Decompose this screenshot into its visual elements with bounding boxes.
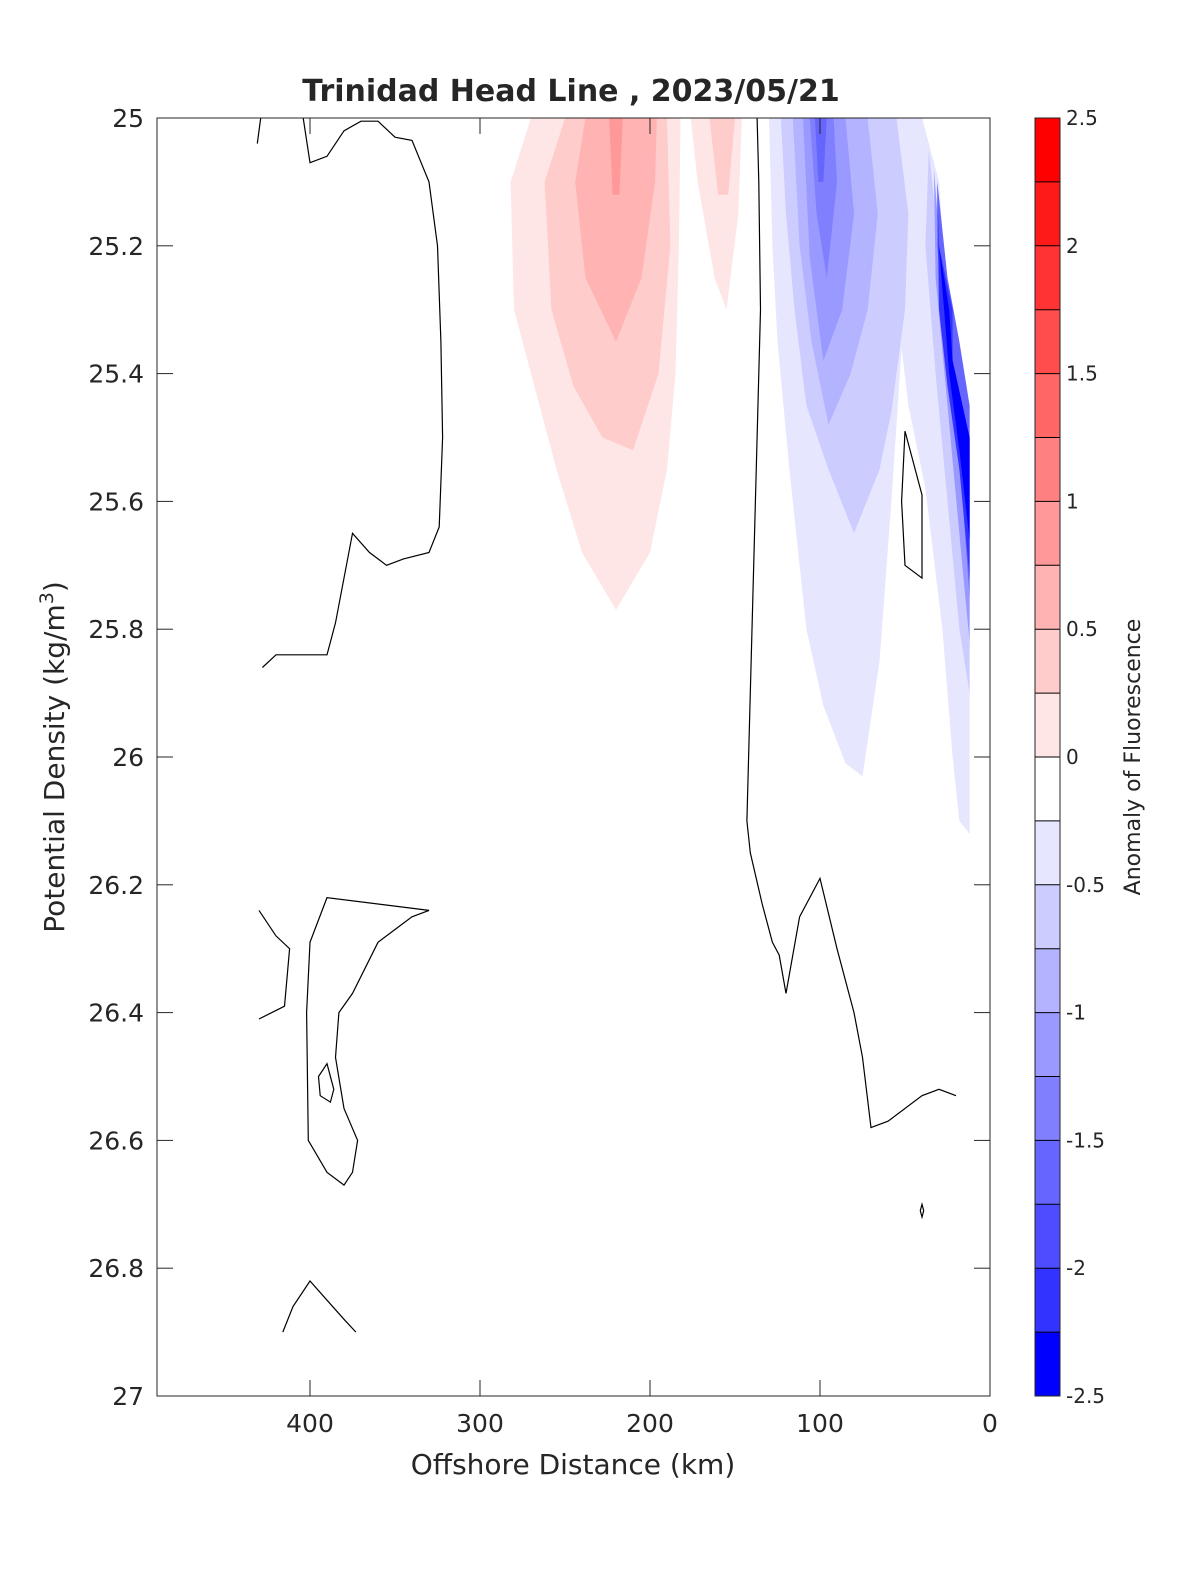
y-axis-label: Potential Density (kg/m3) [36, 581, 71, 933]
colorbar-label: Anomaly of Fluorescence [1121, 619, 1146, 896]
zero-contour-3 [900, 430, 923, 580]
filled-region-3 [609, 118, 623, 195]
zero-contour-6 [305, 896, 430, 1186]
zero-contour-8 [282, 1280, 357, 1333]
colorbar-band [1035, 437, 1060, 502]
filled-region-5 [709, 118, 735, 195]
chart-title: Trinidad Head Line , 2023/05/21 [302, 74, 839, 109]
filled-region-2 [575, 118, 657, 342]
colorbar-tick-label: -2 [1066, 1256, 1086, 1280]
colorbar-tick-label: -1.5 [1066, 1128, 1105, 1152]
colorbar-tick-label: 0 [1066, 745, 1079, 769]
y-tick-label: 26.2 [88, 871, 144, 900]
colorbar-tick-label: 1 [1066, 489, 1079, 513]
x-tick-label: 300 [456, 1409, 504, 1438]
colorbar-band [1035, 118, 1060, 183]
filled-region-10 [809, 118, 837, 278]
colorbar-tick-label: 0.5 [1066, 617, 1098, 641]
colorbar-band [1035, 309, 1060, 375]
zero-contour-2 [746, 118, 957, 1129]
colorbar-band [1035, 1140, 1060, 1205]
y-tick-label: 25.6 [88, 487, 144, 516]
colorbar-band [1035, 820, 1060, 886]
x-axis: 400 300 200 100 0 [286, 118, 998, 1438]
zero-contour-lines [256, 118, 957, 1333]
colorbar-band [1035, 1332, 1060, 1397]
colorbar-tick-label: -2.5 [1066, 1384, 1105, 1408]
colorbar-band [1035, 181, 1060, 247]
y-axis: 25 25.2 25.4 25.6 25.8 26 26.2 26.4 26.6 26.8 27 [88, 104, 990, 1411]
y-axis-label-superscript: 3 [36, 592, 58, 604]
colorbar-band [1035, 1012, 1060, 1077]
x-tick-label: 200 [626, 1409, 674, 1438]
zero-contour-5 [258, 910, 291, 1020]
y-tick-label: 26 [112, 743, 144, 772]
x-tick-label: 100 [796, 1409, 844, 1438]
colorbar-tick-label: -0.5 [1066, 873, 1105, 897]
y-axis-label-close: ) [38, 581, 71, 592]
colorbar: 2.5 2 1.5 1 0.5 0 -0.5 -1 -1.5 -2 -2.5 [1034, 106, 1105, 1408]
zero-contour-4 [919, 1201, 925, 1220]
y-tick-label: 25.8 [88, 615, 144, 644]
colorbar-band [1035, 629, 1060, 694]
zero-contour-1 [261, 118, 444, 668]
colorbar-band [1035, 501, 1060, 566]
colorbar-tick-label: 1.5 [1066, 362, 1098, 386]
y-tick-label: 27 [112, 1382, 144, 1411]
x-tick-label: 400 [286, 1409, 334, 1438]
colorbar-band [1035, 1204, 1060, 1269]
colorbar-band [1035, 1076, 1060, 1141]
colorbar-band [1035, 693, 1060, 758]
colorbar-band [1035, 1268, 1060, 1333]
colorbar-tick-label: 2.5 [1066, 106, 1098, 130]
y-tick-label: 26.8 [88, 1254, 144, 1283]
colorbar-tick-label: 2 [1066, 234, 1079, 258]
colorbar-band [1035, 757, 1060, 822]
filled-region-11 [814, 118, 827, 182]
filled-region-17 [939, 245, 970, 540]
colorbar-band [1035, 245, 1060, 311]
colorbar-band [1035, 565, 1060, 630]
colorbar-tick-label: -1 [1066, 1001, 1086, 1025]
y-axis-label-main: Potential Density (kg/m [38, 604, 71, 933]
filled-contours [510, 118, 970, 834]
y-tick-label: 25 [112, 104, 144, 133]
y-tick-label: 26.6 [88, 1126, 144, 1155]
zero-contour-7 [317, 1062, 335, 1104]
x-tick-label: 0 [982, 1409, 998, 1438]
x-axis-label: Offshore Distance (km) [411, 1448, 736, 1481]
colorbar-band [1035, 948, 1060, 1014]
zero-contour-0 [256, 118, 262, 144]
colorbar-frame [1034, 117, 1061, 1397]
y-tick-label: 25.2 [88, 232, 144, 261]
colorbar-band [1035, 884, 1060, 950]
y-tick-label: 26.4 [88, 999, 144, 1028]
colorbar-band [1035, 373, 1060, 438]
y-tick-label: 25.4 [88, 360, 144, 389]
